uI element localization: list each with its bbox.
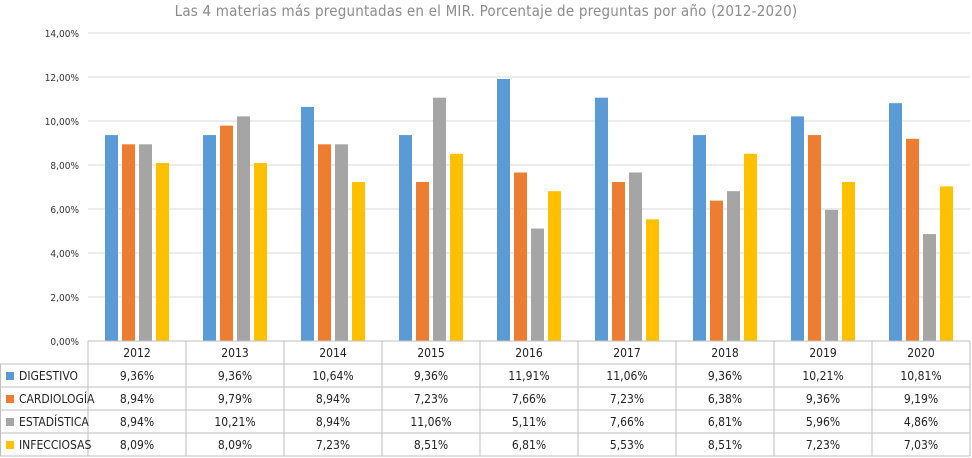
legend-key-cardiología [6,395,14,403]
bar-estadística-2015 [433,97,446,342]
x-tick-label: 2019 [809,346,837,360]
data-label: 8,51% [414,438,448,452]
y-tick-label: 14,00% [45,29,80,40]
legend-key-digestivo [6,372,14,380]
data-label: 7,66% [512,392,546,406]
data-label: 9,36% [708,369,742,383]
bar-estadística-2013 [237,116,250,341]
data-label: 11,06% [606,369,647,383]
x-tick-label: 2020 [907,346,935,360]
bar-cardiología-2013 [220,125,233,342]
bar-estadística-2016 [531,228,544,341]
legend-label: ESTADÍSTICA [19,414,89,429]
bar-cardiología-2020 [906,138,919,341]
data-label: 8,94% [316,392,350,406]
data-label: 7,03% [904,438,938,452]
data-label: 6,81% [708,415,742,429]
x-tick-label: 2012 [123,346,150,360]
legend-label: CARDIOLOGÍA [19,391,95,406]
bar-digestivo-2013 [203,135,216,341]
legend-label: DIGESTIVO [19,369,78,383]
bar-digestivo-2012 [105,135,118,341]
bar-cardiología-2017 [612,181,625,341]
data-label: 10,81% [900,369,941,383]
y-tick-label: 8,00% [50,161,79,172]
data-label: 8,94% [120,392,154,406]
bar-cardiología-2012 [122,144,135,341]
bar-infecciosas-2013 [254,163,267,341]
bar-digestivo-2020 [889,103,902,342]
data-label: 7,23% [414,392,448,406]
bar-infecciosas-2019 [842,181,855,341]
data-label: 7,23% [316,438,350,452]
data-label: 5,96% [806,415,840,429]
data-label: 7,23% [610,392,644,406]
y-tick-label: 2,00% [50,293,79,304]
y-tick-label: 10,00% [45,117,80,128]
bar-cardiología-2014 [318,144,331,341]
bar-digestivo-2016 [497,78,510,341]
bar-digestivo-2014 [301,106,314,341]
bar-estadística-2014 [335,144,348,341]
bar-digestivo-2015 [399,135,412,341]
data-label: 10,64% [312,369,353,383]
data-label: 8,51% [708,438,742,452]
y-tick-label: 6,00% [50,205,79,216]
y-tick-label: 12,00% [45,73,80,84]
data-label: 11,06% [410,415,451,429]
data-label: 8,09% [218,438,252,452]
legend-key-infecciosas [6,441,14,449]
x-tick-label: 2018 [711,346,739,360]
data-label: 9,36% [218,369,252,383]
data-label: 8,94% [120,415,154,429]
bar-estadística-2017 [629,172,642,341]
data-label: 8,94% [316,415,350,429]
bar-estadística-2012 [139,144,152,341]
bar-cardiología-2015 [416,181,429,341]
data-label: 9,19% [904,392,938,406]
data-label: 9,36% [120,369,154,383]
data-label: 6,81% [512,438,546,452]
data-label: 10,21% [802,369,843,383]
bar-cardiología-2018 [710,200,723,341]
bar-infecciosas-2012 [156,163,169,341]
data-label: 10,21% [214,415,255,429]
x-tick-label: 2017 [613,346,640,360]
bar-infecciosas-2020 [940,186,953,341]
data-label: 4,86% [904,415,938,429]
data-label: 9,36% [806,392,840,406]
data-label: 7,66% [610,415,644,429]
data-label: 9,36% [414,369,448,383]
bar-cardiología-2016 [514,172,527,341]
bar-infecciosas-2018 [744,153,757,341]
x-tick-label: 2016 [515,346,543,360]
x-tick-label: 2014 [319,346,347,360]
y-tick-label: 4,00% [50,249,79,260]
bar-digestivo-2017 [595,97,608,342]
x-tick-label: 2015 [417,346,444,360]
bar-estadística-2018 [727,191,740,341]
data-label: 9,79% [218,392,252,406]
y-tick-label: 0,00% [50,337,79,348]
data-label: 11,91% [508,369,549,383]
bar-infecciosas-2017 [646,219,659,341]
legend-label: INFECCIOSAS [19,438,92,452]
data-label: 5,11% [512,415,546,429]
data-label: 5,53% [610,438,644,452]
x-tick-label: 2013 [221,346,248,360]
bar-digestivo-2019 [791,116,804,341]
bar-infecciosas-2016 [548,191,561,341]
data-label: 7,23% [806,438,840,452]
bar-cardiología-2019 [808,135,821,341]
data-label: 6,38% [708,392,742,406]
bar-infecciosas-2015 [450,153,463,341]
chart-title: Las 4 materias más preguntadas en el MIR… [174,2,798,20]
bar-estadística-2020 [923,234,936,341]
bar-estadística-2019 [825,209,838,341]
data-label: 8,09% [120,438,154,452]
legend-key-estadística [6,418,14,426]
bar-infecciosas-2014 [352,181,365,341]
bar-digestivo-2018 [693,135,706,341]
